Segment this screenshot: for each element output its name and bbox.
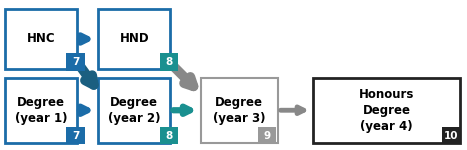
FancyBboxPatch shape (98, 9, 170, 69)
FancyBboxPatch shape (313, 78, 460, 142)
FancyBboxPatch shape (98, 78, 170, 142)
Text: 7: 7 (72, 57, 79, 67)
FancyBboxPatch shape (201, 78, 278, 142)
Text: Degree
(year 3): Degree (year 3) (213, 96, 266, 125)
FancyBboxPatch shape (258, 127, 276, 144)
FancyBboxPatch shape (66, 53, 85, 70)
Text: HND: HND (120, 33, 149, 45)
FancyBboxPatch shape (160, 127, 178, 144)
FancyBboxPatch shape (160, 53, 178, 70)
Text: Degree
(year 1): Degree (year 1) (14, 96, 67, 125)
Text: 8: 8 (165, 57, 173, 67)
Text: 8: 8 (165, 131, 173, 141)
FancyBboxPatch shape (5, 9, 77, 69)
Text: Honours
Degree
(year 4): Honours Degree (year 4) (359, 88, 414, 133)
Text: 9: 9 (263, 131, 271, 141)
FancyBboxPatch shape (5, 78, 77, 142)
FancyBboxPatch shape (442, 127, 460, 144)
Text: 7: 7 (72, 131, 79, 141)
Text: 10: 10 (444, 131, 459, 141)
Text: Degree
(year 2): Degree (year 2) (108, 96, 161, 125)
Text: HNC: HNC (27, 33, 55, 45)
FancyBboxPatch shape (66, 127, 85, 144)
